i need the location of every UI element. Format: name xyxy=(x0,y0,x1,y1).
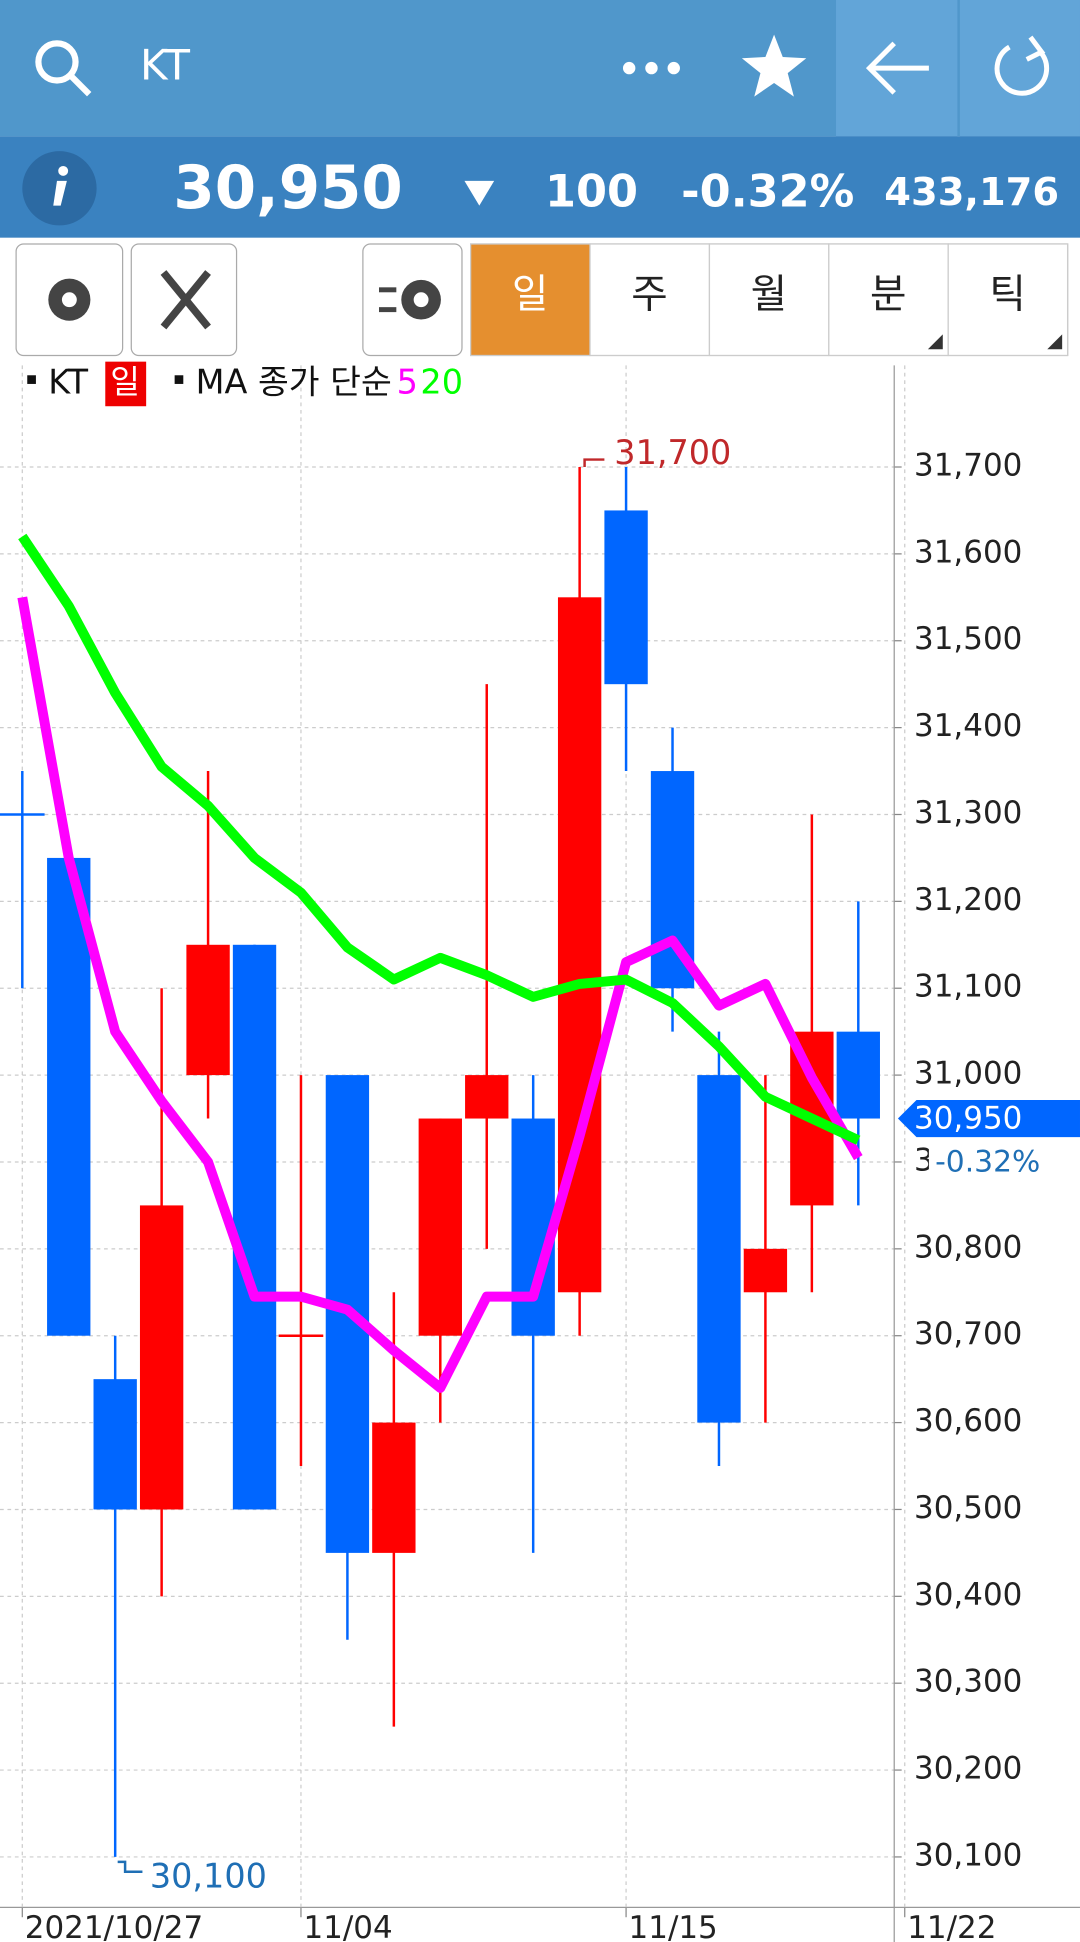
last-price-label: 30,950 xyxy=(914,1100,1022,1136)
favorite-icon[interactable] xyxy=(741,34,807,97)
more-icon[interactable] xyxy=(622,61,680,75)
info-icon xyxy=(53,165,69,206)
ma-line xyxy=(17,596,863,1393)
high-label: 31,700 xyxy=(614,433,731,472)
period-tab[interactable] xyxy=(947,243,1069,357)
candle-body xyxy=(465,1075,509,1119)
candle-body xyxy=(372,1422,416,1553)
candle-body xyxy=(232,944,277,1510)
refresh-button[interactable] xyxy=(959,0,1080,137)
volume: 433,176 xyxy=(884,170,1059,215)
candle-body xyxy=(47,857,91,1336)
y-tick-label: 30,100 xyxy=(914,1837,1022,1873)
y-tick-label: 31,300 xyxy=(914,795,1022,831)
legend-period-bg xyxy=(105,361,147,407)
high-pointer xyxy=(583,458,605,468)
candle-body xyxy=(836,1031,880,1119)
legend-marker xyxy=(174,375,184,384)
y-tick-label: 30,400 xyxy=(914,1577,1022,1613)
candle-body xyxy=(604,510,648,685)
low-label: 30,100 xyxy=(150,1856,267,1895)
period-tab[interactable] xyxy=(470,243,591,357)
quote-bar xyxy=(0,136,1080,238)
period-tab[interactable] xyxy=(589,243,711,357)
legend-marker xyxy=(27,375,36,384)
period-tab-label: 분 xyxy=(870,272,906,318)
y-tick-label: 30,500 xyxy=(914,1490,1022,1526)
legend-period: 일 xyxy=(110,363,140,401)
period-tab-label: 일 xyxy=(512,272,548,318)
low-pointer xyxy=(117,1860,143,1874)
y-tick-label: 31,700 xyxy=(914,448,1022,484)
candle-body xyxy=(93,1379,137,1510)
candle-body xyxy=(743,1248,788,1293)
y-tick-label: 31,200 xyxy=(914,882,1022,918)
y-tick-label: 30,800 xyxy=(914,1229,1022,1265)
y-tick-label: 30,200 xyxy=(914,1751,1022,1787)
candle-body xyxy=(186,944,230,1076)
y-tick-label: 30,600 xyxy=(914,1403,1022,1439)
candle-body xyxy=(697,1075,741,1423)
y-tick-label: 31,500 xyxy=(914,621,1022,657)
period-tab[interactable] xyxy=(708,243,830,357)
legend-ma: MA 종가 단순 xyxy=(196,362,392,401)
ma-line xyxy=(18,533,861,1145)
last-change-label: -0.32% xyxy=(935,1145,1040,1180)
y-tick-label: 31,100 xyxy=(914,969,1022,1005)
legend-entry: 5 xyxy=(397,362,418,401)
legend-entry: 20 xyxy=(420,362,463,401)
x-tick-label: 11/22 xyxy=(907,1910,996,1942)
last-price-tag xyxy=(897,1099,1080,1138)
legend-symbol: KT xyxy=(48,362,88,401)
candle-body xyxy=(418,1118,462,1336)
x-tick-label: 11/04 xyxy=(303,1910,392,1942)
tools-icon xyxy=(160,270,211,330)
period-tab-label: 틱 xyxy=(989,272,1025,318)
period-tab-label: 월 xyxy=(751,272,787,318)
period-tab[interactable] xyxy=(828,243,949,357)
gear-icon xyxy=(48,278,91,321)
stock-title: KT xyxy=(140,41,190,90)
change: 100 xyxy=(545,165,638,217)
back-icon[interactable] xyxy=(865,41,929,95)
tab-corner xyxy=(927,334,943,350)
y-tick-label: 30,300 xyxy=(914,1664,1022,1700)
y-tick-label: 31,000 xyxy=(914,1056,1022,1092)
candle-body xyxy=(139,1205,184,1510)
x-tick-label: 11/15 xyxy=(629,1910,718,1942)
period-tab-label: 주 xyxy=(631,272,667,318)
y-tick-label: 30,700 xyxy=(914,1316,1022,1352)
refresh-icon[interactable] xyxy=(994,35,1050,96)
last-change-bg xyxy=(928,1145,1047,1181)
indicator-icon xyxy=(378,279,441,320)
search-icon[interactable] xyxy=(35,40,92,97)
price: 30,950 xyxy=(173,154,402,223)
change-pct: -0.32% xyxy=(681,165,854,217)
y-tick-label: 31,600 xyxy=(914,534,1022,570)
down-arrow xyxy=(464,180,495,206)
x-tick-label: 2021/10/27 xyxy=(25,1910,203,1942)
y-tick-label: 31,400 xyxy=(914,708,1022,744)
